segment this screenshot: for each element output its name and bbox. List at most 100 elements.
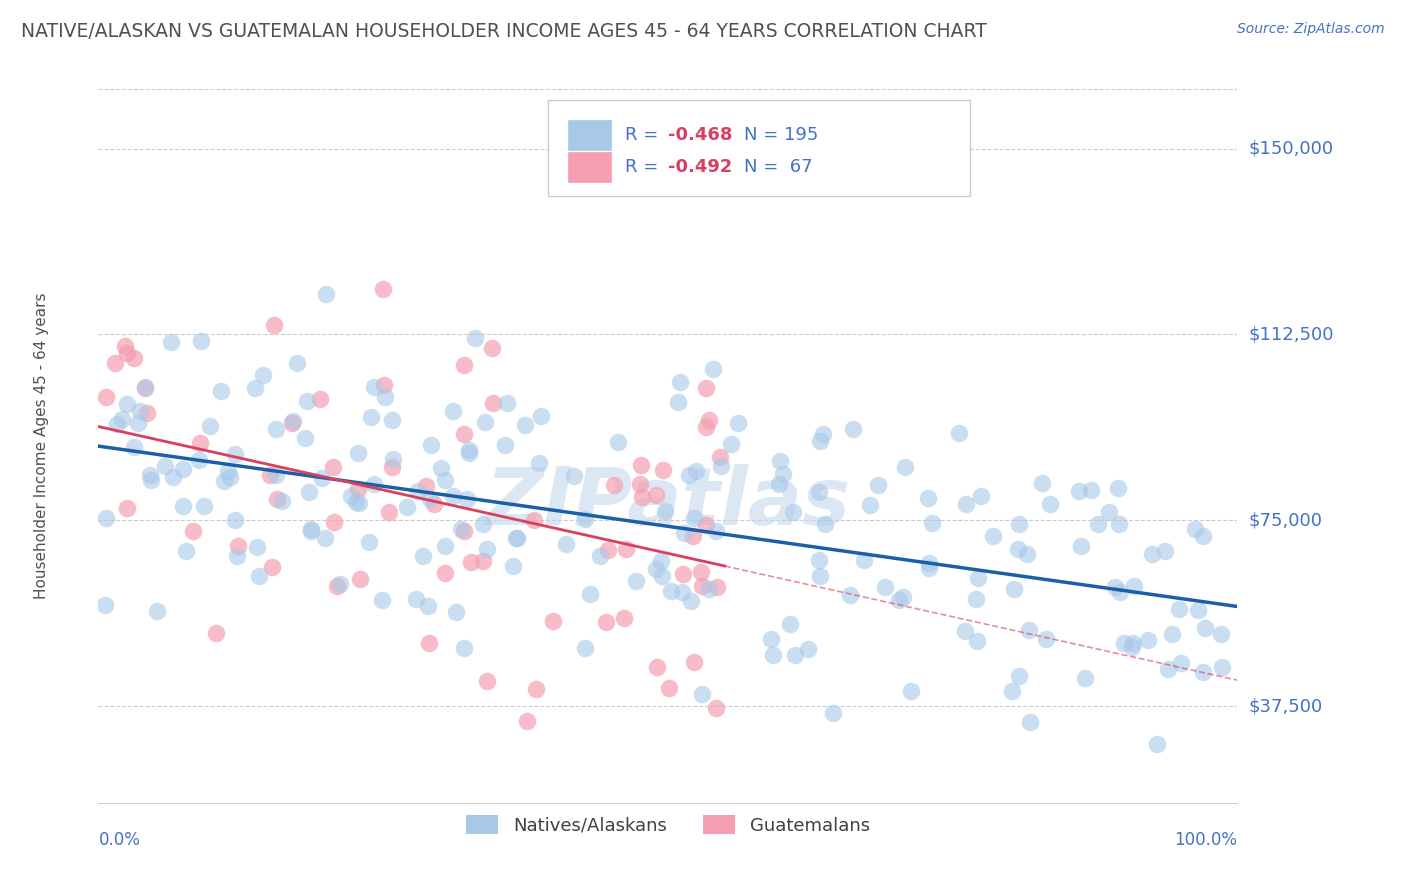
Point bbox=[1108, 516, 1130, 531]
Point bbox=[769, 454, 792, 468]
Point bbox=[1191, 529, 1213, 543]
Point bbox=[299, 524, 322, 538]
Point bbox=[122, 440, 145, 454]
Point bbox=[1122, 636, 1144, 650]
Point bbox=[243, 381, 266, 395]
Point bbox=[246, 540, 269, 554]
Point bbox=[598, 543, 620, 558]
Point bbox=[347, 446, 370, 460]
Point bbox=[811, 426, 834, 441]
Point bbox=[1170, 657, 1192, 671]
Point bbox=[502, 559, 524, 574]
Point bbox=[695, 419, 717, 434]
Point bbox=[866, 478, 889, 492]
Point bbox=[453, 358, 475, 372]
Point bbox=[695, 518, 717, 533]
Point bbox=[217, 464, 239, 478]
Point bbox=[682, 510, 704, 524]
Point bbox=[205, 625, 228, 640]
Point bbox=[381, 413, 404, 427]
Point bbox=[114, 339, 136, 353]
Point bbox=[1161, 627, 1184, 641]
Point bbox=[344, 495, 367, 509]
Point bbox=[852, 553, 875, 567]
Point bbox=[357, 535, 380, 549]
Point bbox=[955, 497, 977, 511]
Point bbox=[433, 473, 456, 487]
Point bbox=[1098, 505, 1121, 519]
Point bbox=[690, 687, 713, 701]
Point bbox=[524, 681, 547, 696]
Point bbox=[122, 351, 145, 365]
Point bbox=[823, 706, 845, 721]
Point bbox=[139, 468, 162, 483]
Point bbox=[1031, 476, 1053, 491]
Point bbox=[624, 574, 647, 589]
Point bbox=[1192, 665, 1215, 680]
Point bbox=[281, 417, 304, 431]
Point bbox=[104, 356, 127, 370]
Text: R =: R = bbox=[624, 158, 664, 176]
Point bbox=[579, 587, 602, 601]
Point bbox=[423, 497, 446, 511]
Point bbox=[457, 446, 479, 460]
Point bbox=[893, 590, 915, 604]
Point bbox=[808, 569, 831, 583]
Point bbox=[363, 477, 385, 491]
Point bbox=[720, 437, 742, 451]
Point bbox=[900, 684, 922, 698]
Point bbox=[453, 427, 475, 442]
Point bbox=[285, 356, 308, 370]
Point bbox=[672, 566, 695, 581]
Point bbox=[1008, 669, 1031, 683]
Point bbox=[408, 484, 430, 499]
Point bbox=[671, 585, 693, 599]
Point bbox=[371, 282, 394, 296]
Point bbox=[162, 469, 184, 483]
Point bbox=[209, 384, 232, 399]
Point bbox=[682, 529, 704, 543]
Point bbox=[396, 500, 419, 514]
Point bbox=[371, 592, 394, 607]
Point bbox=[710, 458, 733, 473]
Point bbox=[813, 516, 835, 531]
Point bbox=[434, 566, 457, 581]
Point bbox=[172, 462, 194, 476]
Point bbox=[481, 396, 503, 410]
Point bbox=[785, 648, 807, 663]
Point bbox=[495, 396, 517, 410]
Point bbox=[842, 422, 865, 436]
Point bbox=[93, 598, 115, 612]
Point bbox=[418, 599, 440, 614]
Point bbox=[453, 524, 475, 538]
Point bbox=[146, 604, 169, 618]
Point bbox=[630, 458, 652, 473]
Point bbox=[1067, 484, 1090, 499]
Point bbox=[1008, 517, 1031, 532]
Point bbox=[505, 531, 527, 545]
Point bbox=[494, 438, 516, 452]
Text: -0.468: -0.468 bbox=[668, 126, 733, 144]
Point bbox=[678, 467, 700, 482]
Point bbox=[415, 479, 437, 493]
Point bbox=[659, 584, 682, 599]
Point bbox=[198, 419, 221, 434]
Point bbox=[127, 416, 149, 430]
Point bbox=[953, 624, 976, 638]
Point bbox=[129, 403, 152, 417]
Point bbox=[782, 505, 804, 519]
Point bbox=[1112, 636, 1135, 650]
Point bbox=[141, 473, 163, 487]
Point bbox=[1017, 547, 1039, 561]
Point bbox=[471, 554, 494, 568]
Point bbox=[471, 517, 494, 532]
Point bbox=[382, 451, 405, 466]
Legend: Natives/Alaskans, Guatemalans: Natives/Alaskans, Guatemalans bbox=[457, 806, 879, 844]
Point bbox=[434, 539, 457, 553]
Point bbox=[262, 559, 284, 574]
Point bbox=[188, 436, 211, 450]
Point bbox=[669, 376, 692, 390]
Point bbox=[1074, 671, 1097, 685]
Point bbox=[1123, 579, 1146, 593]
Bar bbox=[568, 152, 612, 182]
